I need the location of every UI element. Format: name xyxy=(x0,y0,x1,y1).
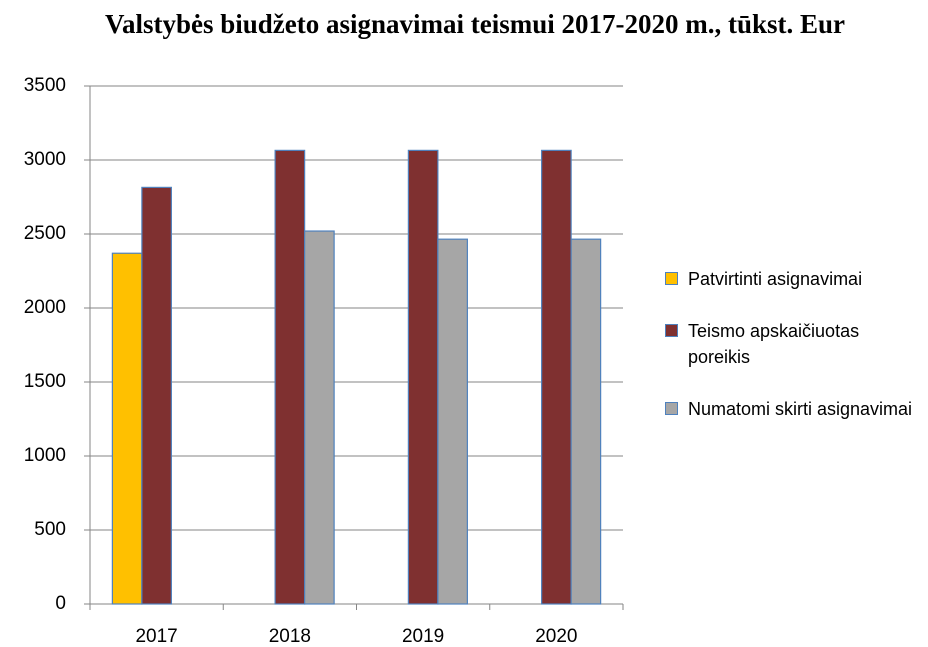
y-tick-label: 3500 xyxy=(24,75,66,96)
legend: Patvirtinti asignavimai Teismo apskaičiuo… xyxy=(665,266,927,448)
x-tick-label: 2017 xyxy=(135,626,177,647)
bar xyxy=(437,238,468,605)
legend-label: Numatomi skirti asignavimai xyxy=(688,399,913,419)
y-tick-label: 2000 xyxy=(24,297,66,318)
bar xyxy=(407,149,439,605)
y-tick-label: 500 xyxy=(34,519,66,540)
legend-label: Teismo apskaičiuotas poreikis xyxy=(688,321,860,367)
legend-item: Numatomi skirti asignavimai xyxy=(665,396,926,422)
legend-swatch xyxy=(665,324,678,337)
x-tick-label: 2020 xyxy=(535,626,577,647)
bar xyxy=(541,149,572,605)
bar xyxy=(570,238,602,605)
chart-title: Valstybės biudžeto asignavimai teismui 2… xyxy=(104,9,846,39)
y-tick-label: 3000 xyxy=(24,149,66,170)
legend-item: Patvirtinti asignavimai xyxy=(665,266,926,292)
y-tick-label: 0 xyxy=(55,593,66,614)
x-tick-label: 2019 xyxy=(402,626,444,647)
y-tick-label: 1000 xyxy=(24,445,66,466)
x-tick-label: 2018 xyxy=(269,626,311,647)
legend-label: Patvirtinti asignavimai xyxy=(688,269,863,289)
bar xyxy=(304,230,335,605)
bar xyxy=(141,186,172,605)
y-tick-label: 1500 xyxy=(24,371,66,392)
bar xyxy=(111,252,143,605)
bar xyxy=(274,149,306,605)
legend-item: Teismo apskaičiuotas poreikis xyxy=(665,318,926,370)
legend-swatch xyxy=(665,272,678,285)
legend-swatch xyxy=(665,402,678,415)
y-tick-label: 2500 xyxy=(24,223,66,244)
